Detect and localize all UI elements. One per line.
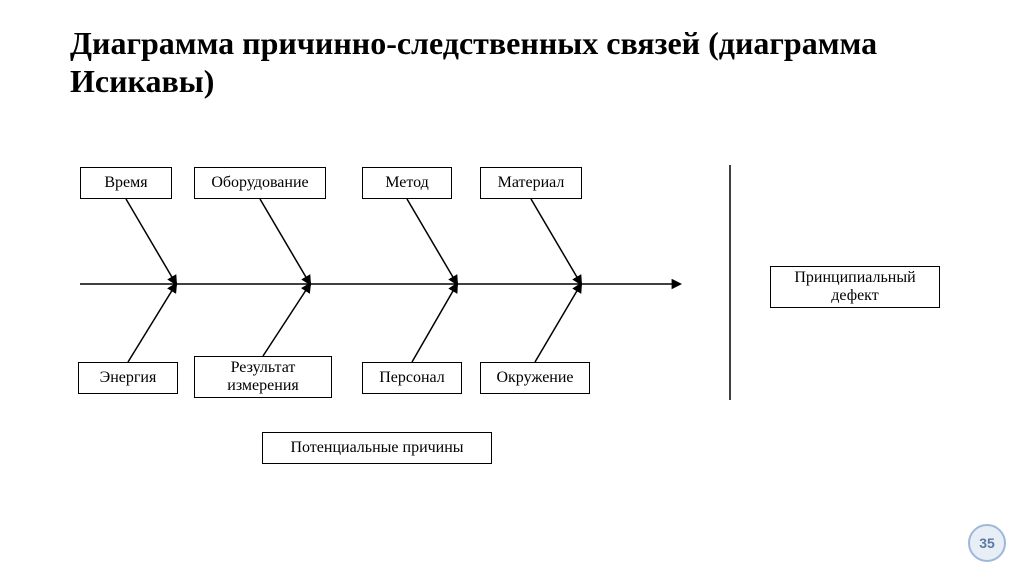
cause-box-bottom-1: Результат измерения	[194, 356, 332, 398]
cause-box-bottom-0: Энергия	[78, 362, 178, 394]
page-number: 35	[979, 535, 995, 551]
cause-box-top-0: Время	[80, 167, 172, 199]
page-number-badge: 35	[968, 524, 1006, 562]
legend-box: Потенциальные причины	[262, 432, 492, 464]
cause-box-top-3: Материал	[480, 167, 582, 199]
cause-box-bottom-2: Персонал	[362, 362, 462, 394]
cause-box-top-1: Оборудование	[194, 167, 326, 199]
cause-box-bottom-3: Окружение	[480, 362, 590, 394]
cause-box-top-2: Метод	[362, 167, 452, 199]
page-title: Диаграмма причинно-следственных связей (…	[70, 24, 950, 101]
effect-box: Принципиальный дефект	[770, 266, 940, 308]
